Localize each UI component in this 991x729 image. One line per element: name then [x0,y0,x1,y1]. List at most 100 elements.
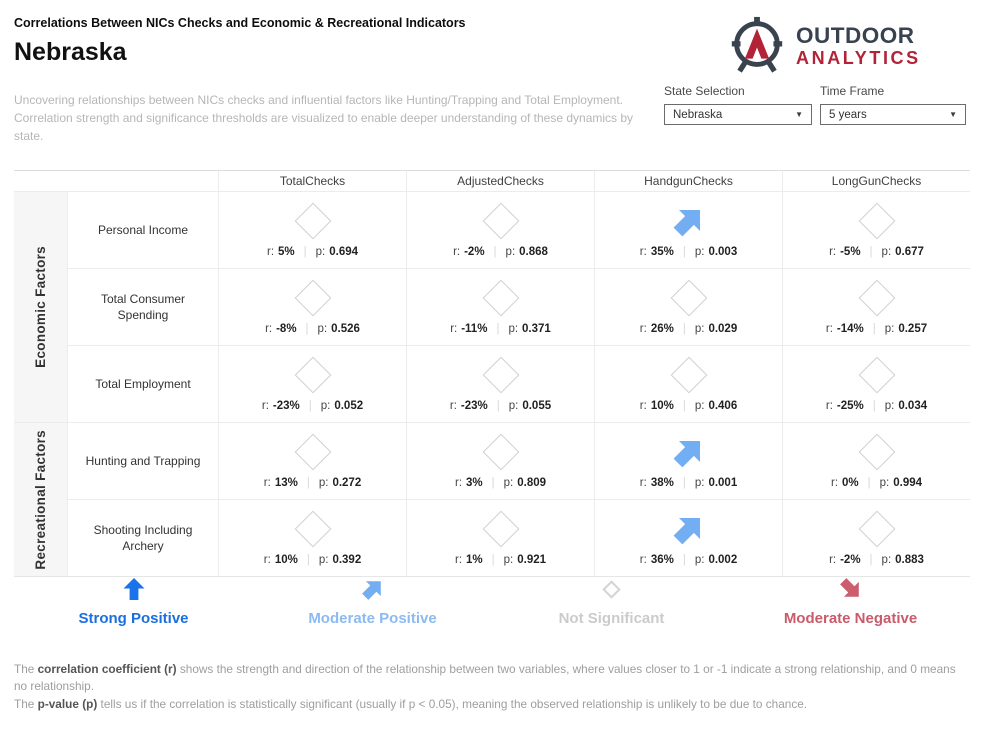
legend-label: Moderate Positive [308,610,437,627]
p-stat: p: 0.868 [505,246,548,258]
state-selection-dropdown[interactable]: Nebraska ▼ [664,104,812,125]
correlation-cell[interactable]: r: -5% | p: 0.677 [782,191,970,268]
correlation-cell[interactable]: r: 26% | p: 0.029 [594,268,782,345]
column-header-handgunchecks: HandgunChecks [594,171,782,191]
correlation-cell[interactable]: r: 0% | p: 0.994 [782,422,970,499]
p-stat: p: 0.883 [881,554,924,566]
moderate-negative-icon [839,577,863,601]
stat-separator: | [493,246,497,258]
diamond-icon [858,433,895,471]
r-stat: r: -23% [449,400,488,412]
trend-arrow-icon [673,440,700,468]
time-frame-label: Time Frame [820,84,885,98]
correlation-cell[interactable]: r: -23% | p: 0.055 [406,345,594,422]
legend-label: Strong Positive [78,610,189,627]
diamond-icon [294,433,331,471]
correlation-icon [667,508,711,550]
diamond-icon [858,356,895,394]
correlation-cell[interactable]: r: 36% | p: 0.002 [594,499,782,576]
correlation-cell[interactable]: r: 5% | p: 0.694 [218,191,406,268]
legend-item-not-significant: Not Significant [492,577,731,627]
stat-separator: | [496,400,500,412]
r-value: -25% [836,400,864,412]
p-value: 0.809 [517,477,547,489]
r-stat: r: -8% [265,323,297,335]
time-frame-dropdown[interactable]: 5 years ▼ [820,104,966,125]
r-value: -5% [840,246,861,258]
legend-label: Moderate Negative [783,610,918,627]
cell-stats: r: 1% | p: 0.921 [455,554,546,566]
r-value: 10% [274,554,298,566]
p-value: 0.257 [898,323,928,335]
p-value: 0.272 [332,477,362,489]
correlation-icon [855,354,899,396]
cell-stats: r: 10% | p: 0.406 [640,400,737,412]
p-value: 0.883 [895,554,924,566]
footnote-r: The correlation coefficient (r) shows th… [14,662,956,693]
chevron-down-icon: ▼ [795,110,803,119]
p-value: 0.003 [708,246,738,258]
correlation-cell[interactable]: r: -2% | p: 0.868 [406,191,594,268]
correlation-cell[interactable]: r: 38% | p: 0.001 [594,422,782,499]
correlation-icon [855,200,899,242]
stat-separator: | [303,246,307,258]
correlation-cell[interactable]: r: 1% | p: 0.921 [406,499,594,576]
stat-separator: | [872,323,876,335]
diamond-icon [858,510,895,548]
compass-logo-icon [731,16,783,73]
r-value: -23% [460,400,488,412]
cell-stats: r: -2% | p: 0.868 [453,246,548,258]
correlation-icon [667,354,711,396]
group-label-text: Economic Factors [32,246,48,368]
r-stat: r: -2% [453,246,485,258]
r-stat: r: -23% [261,400,300,412]
correlation-cell[interactable]: r: -11% | p: 0.371 [406,268,594,345]
correlation-cell[interactable]: r: 10% | p: 0.392 [218,499,406,576]
stat-separator: | [682,477,686,489]
dashboard-description: Uncovering relationships between NICs ch… [14,93,634,143]
correlation-icon [667,277,711,319]
stat-separator: | [491,477,495,489]
correlation-icon [479,200,523,242]
column-header-adjustedchecks: AdjustedChecks [406,171,594,191]
p-stat: p: 0.677 [881,246,924,258]
state-selection-value: Nebraska [673,108,723,121]
p-value: 0.406 [708,400,738,412]
p-value: 0.034 [898,400,928,412]
p-stat: p: 0.002 [694,554,738,566]
p-stat: p: 0.257 [884,323,928,335]
stat-separator: | [682,554,686,566]
row-label-hunting-and-trapping: Hunting and Trapping [68,422,218,499]
r-stat: r: -25% [825,400,864,412]
correlation-cell[interactable]: r: 35% | p: 0.003 [594,191,782,268]
cell-stats: r: -23% | p: 0.052 [262,400,363,412]
cell-stats: r: -14% | p: 0.257 [826,323,927,335]
correlation-cell[interactable]: r: -2% | p: 0.883 [782,499,970,576]
cell-stats: r: -5% | p: 0.677 [829,246,924,258]
correlation-icon [291,431,335,473]
correlation-cell[interactable]: r: -8% | p: 0.526 [218,268,406,345]
cell-stats: r: 38% | p: 0.001 [640,477,737,489]
legend-item-moderate-positive: Moderate Positive [253,577,492,627]
correlation-cell[interactable]: r: 3% | p: 0.809 [406,422,594,499]
p-stat: p: 0.406 [694,400,738,412]
correlation-cell[interactable]: r: 13% | p: 0.272 [218,422,406,499]
footnote-p: The p-value (p) tells us if the correlat… [14,697,808,711]
correlation-cell[interactable]: r: -25% | p: 0.034 [782,345,970,422]
footnote: The correlation coefficient (r) shows th… [14,661,972,714]
diamond-icon [858,202,895,240]
r-value: -14% [836,323,864,335]
p-stat: p: 0.272 [318,477,362,489]
r-value: -23% [272,400,300,412]
correlation-cell[interactable]: r: -23% | p: 0.052 [218,345,406,422]
r-stat: r: 0% [830,477,859,489]
correlation-cell[interactable]: r: 10% | p: 0.406 [594,345,782,422]
group-label-recreational-factors: Recreational Factors [14,422,68,576]
p-stat: p: 0.003 [694,246,738,258]
r-value: -2% [840,554,861,566]
r-value: 10% [650,400,674,412]
correlation-icon [667,200,711,242]
cell-stats: r: -25% | p: 0.034 [826,400,927,412]
correlation-cell[interactable]: r: -14% | p: 0.257 [782,268,970,345]
stat-separator: | [306,554,310,566]
